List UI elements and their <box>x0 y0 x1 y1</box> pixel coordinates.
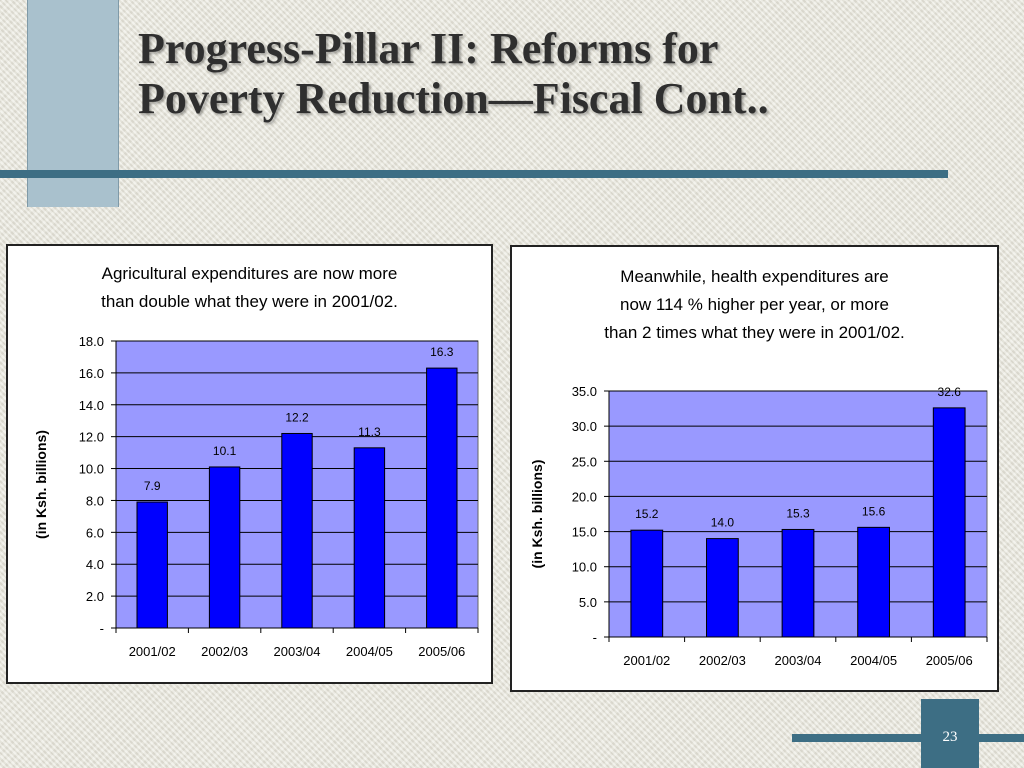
agriculture-ytick-label: 14.0 <box>79 398 104 413</box>
health-data-label: 32.6 <box>938 385 962 399</box>
agriculture-ytick-label: 18.0 <box>79 334 104 349</box>
page-number: 23 <box>942 729 958 745</box>
agriculture-ytick-label: 6.0 <box>86 525 104 540</box>
health-ytick-label: 25.0 <box>572 454 597 469</box>
agriculture-y-axis-label: (in Ksh. billions) <box>33 430 49 539</box>
agriculture-data-label: 16.3 <box>430 345 454 359</box>
health-ytick-label: 35.0 <box>572 384 597 399</box>
agriculture-bar-2001-02 <box>136 501 168 629</box>
health-chart-title-line-1: Meanwhile, health expenditures are <box>620 267 889 286</box>
agriculture-bar-chart: - 2.0 4.0 6.0 8.0 10.0 12.0 14.0 16.0 18.0 7.9 2001… <box>33 334 479 659</box>
health-bar-chart: - 5.0 10.0 15.0 20.0 25.0 30.0 35.0 15.2 2001/02 1… <box>529 384 988 668</box>
health-category-label: 2003/04 <box>775 653 822 668</box>
health-bar-2001-02 <box>630 529 664 638</box>
health-data-label: 15.2 <box>635 507 659 521</box>
health-chart-title-line-2: now 114 % higher per year, or more <box>620 295 889 314</box>
health-ytick-label: 10.0 <box>572 560 597 575</box>
agriculture-category-label: 2005/06 <box>418 644 465 659</box>
health-chart-title-line-3: than 2 times what they were in 2001/02. <box>604 323 905 342</box>
health-data-label: 14.0 <box>711 516 735 530</box>
agriculture-category-label: 2004/05 <box>346 644 393 659</box>
agriculture-chart-panel: Agricultural expenditures are now more t… <box>6 244 493 684</box>
agriculture-data-label: 10.1 <box>213 444 237 458</box>
slide-title-line-2: Poverty Reduction—Fiscal Cont.. <box>138 74 769 123</box>
agriculture-bar-2005-06 <box>426 367 458 629</box>
health-category-label: 2002/03 <box>699 653 746 668</box>
health-ytick-label: 15.0 <box>572 525 597 540</box>
agriculture-data-label: 7.9 <box>144 479 161 493</box>
slide-title: Progress-Pillar II: Reforms for Poverty … <box>138 24 998 124</box>
slide-title-line-1: Progress-Pillar II: Reforms for <box>138 24 719 73</box>
health-category-label: 2004/05 <box>850 653 897 668</box>
agriculture-bar-2003-04 <box>281 432 313 629</box>
agriculture-category-label: 2001/02 <box>129 644 176 659</box>
agriculture-category-label: 2002/03 <box>201 644 248 659</box>
health-chart-title: Meanwhile, health expenditures are now 1… <box>512 263 997 347</box>
health-ytick-label: 20.0 <box>572 489 597 504</box>
health-ytick-label: - <box>593 630 597 645</box>
health-y-axis-label: (in Ksh. billions) <box>529 460 545 569</box>
agriculture-chart-title: Agricultural expenditures are now more t… <box>8 260 491 316</box>
agriculture-ytick-label: 16.0 <box>79 366 104 381</box>
health-category-label: 2005/06 <box>926 653 973 668</box>
agriculture-ytick-label: 2.0 <box>86 589 104 604</box>
health-bar-2003-04 <box>781 528 815 638</box>
agriculture-ytick-label: - <box>100 621 104 636</box>
agriculture-bar-2002-03 <box>208 466 241 629</box>
agriculture-ytick-label: 10.0 <box>79 462 104 477</box>
health-ytick-label: 30.0 <box>572 419 597 434</box>
health-chart-panel: Meanwhile, health expenditures are now 1… <box>510 245 999 692</box>
health-bar-2004-05 <box>857 526 890 638</box>
health-bar-2005-06 <box>932 407 966 638</box>
health-bar-2002-03 <box>706 538 739 638</box>
agriculture-chart-title-line-1: Agricultural expenditures are now more <box>101 264 398 283</box>
agriculture-chart-title-line-2: than double what they were in 2001/02. <box>101 292 398 311</box>
health-category-label: 2001/02 <box>623 653 670 668</box>
health-ytick-label: 5.0 <box>579 595 597 610</box>
agriculture-ytick-label: 4.0 <box>86 557 104 572</box>
agriculture-ytick-label: 12.0 <box>79 430 104 445</box>
decorative-bottom-rule <box>792 734 1024 742</box>
health-data-label: 15.6 <box>862 504 886 518</box>
decorative-horizontal-rule <box>0 170 948 178</box>
agriculture-data-label: 11.3 <box>358 425 381 439</box>
agriculture-bar-2004-05 <box>353 447 386 629</box>
agriculture-data-label: 12.2 <box>285 410 309 424</box>
agriculture-ytick-label: 8.0 <box>86 493 104 508</box>
health-data-label: 15.3 <box>786 506 810 520</box>
page-number-box: 23 <box>921 699 979 768</box>
agriculture-category-label: 2003/04 <box>274 644 321 659</box>
